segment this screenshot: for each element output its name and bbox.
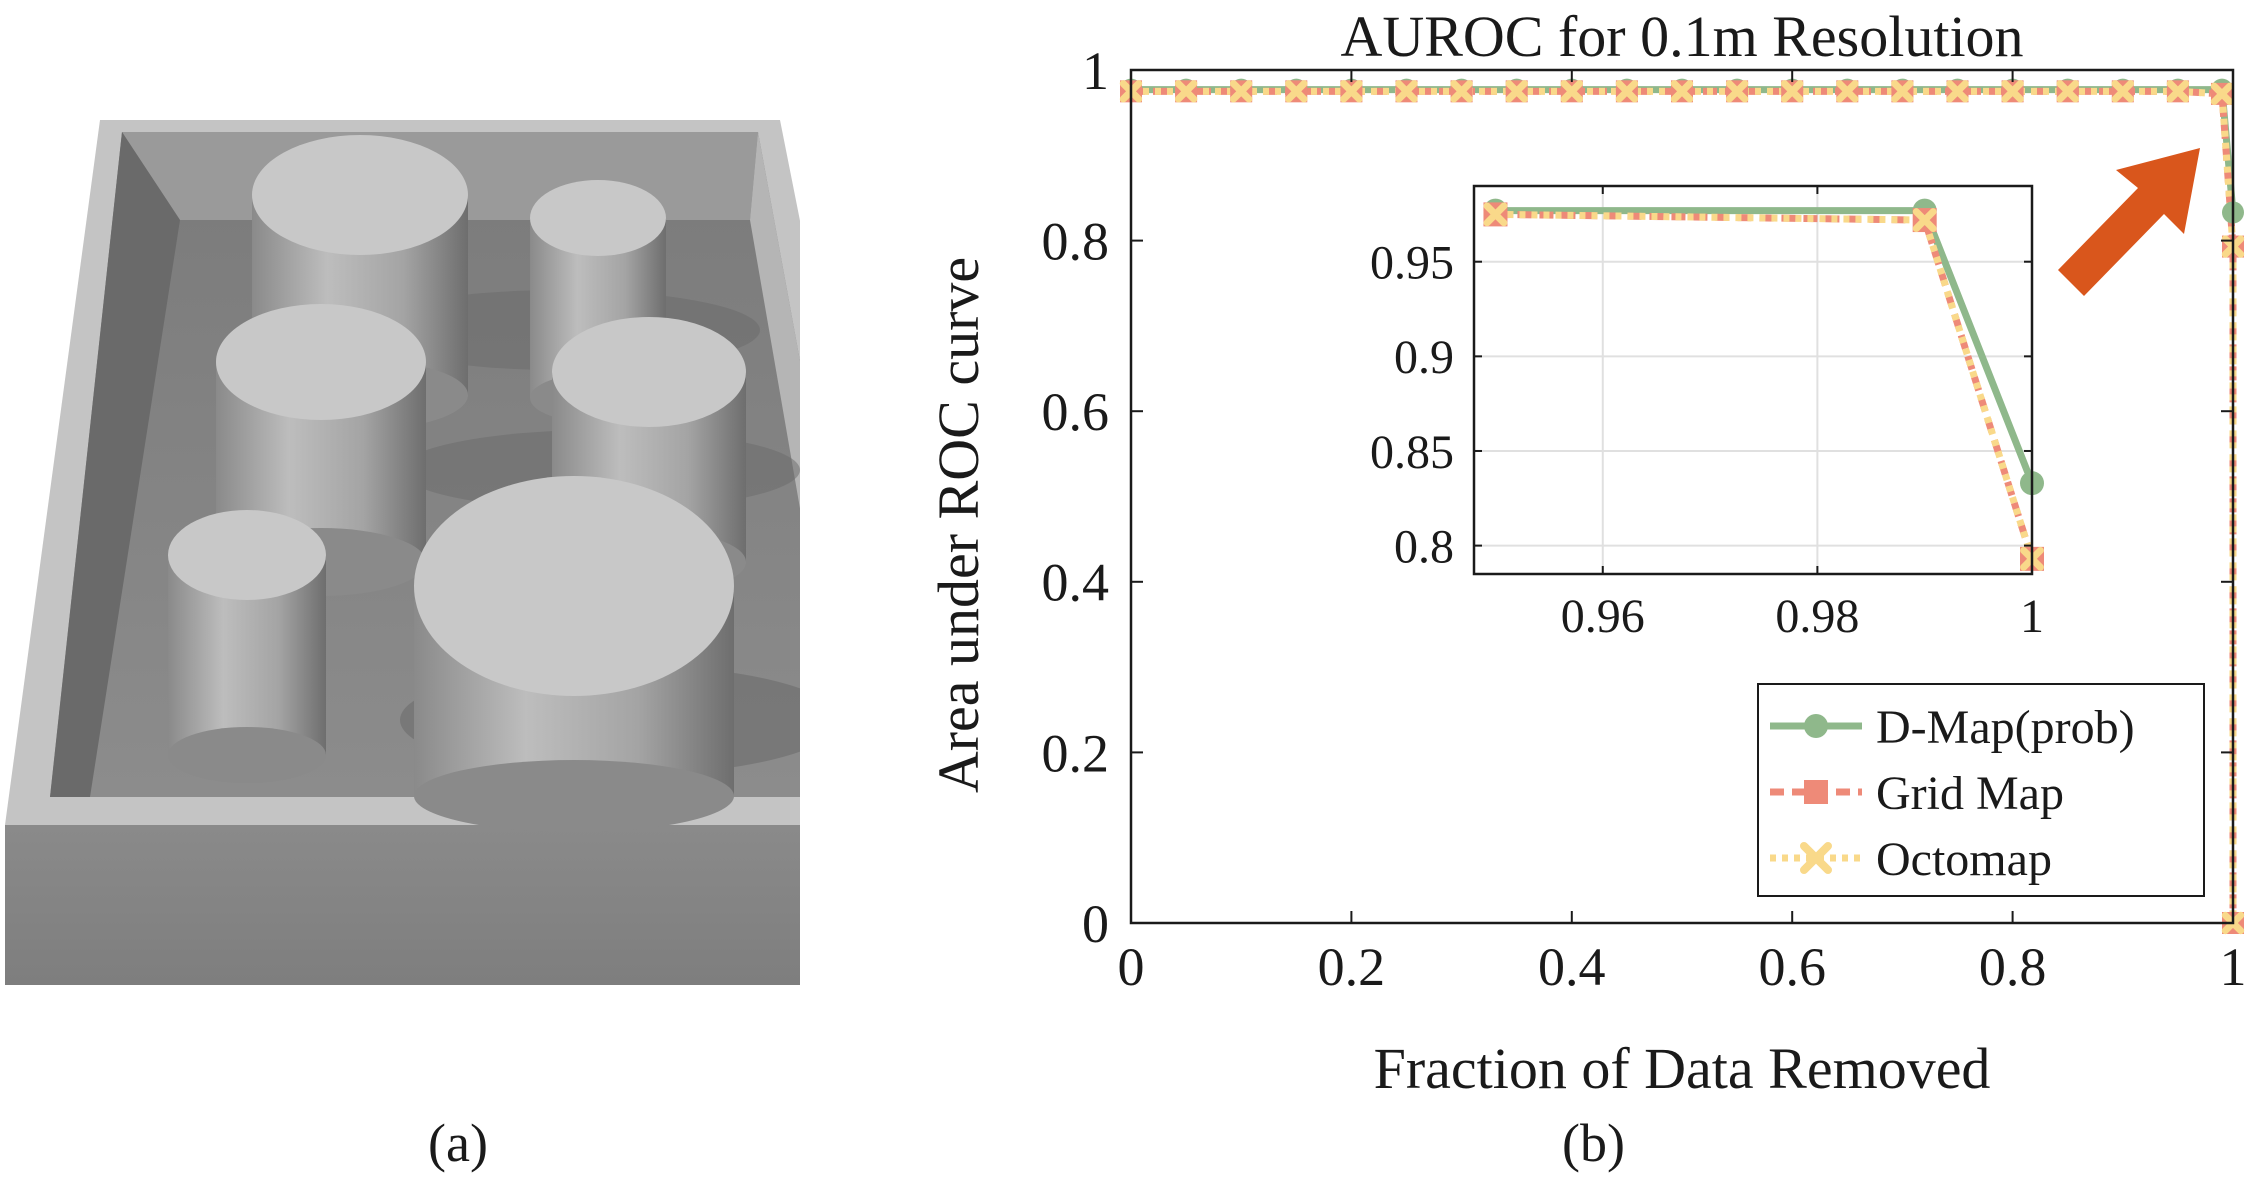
data-point bbox=[2111, 80, 2134, 103]
y-tick-label: 0.4 bbox=[1042, 553, 1110, 613]
data-point bbox=[1670, 80, 1694, 103]
y-tick-label: 0.85 bbox=[1370, 426, 1454, 479]
x-axis-label: Fraction of Data Removed bbox=[1374, 1036, 1991, 1101]
data-point bbox=[1725, 80, 1749, 103]
legend-label: Octomap bbox=[1876, 833, 2052, 886]
x-tick-label: 1 bbox=[2220, 937, 2247, 997]
cylinder bbox=[414, 476, 734, 832]
data-point bbox=[1505, 80, 1528, 103]
data-point bbox=[1560, 80, 1583, 103]
cylinder bbox=[168, 510, 326, 783]
panel-b-label: (b) bbox=[1562, 1113, 1625, 1173]
legend-label: D-Map(prob) bbox=[1876, 701, 2135, 754]
data-point bbox=[1483, 202, 1508, 227]
plot-background bbox=[1474, 186, 2032, 574]
y-tick-label: 0.6 bbox=[1042, 382, 1110, 442]
data-point bbox=[1450, 80, 1473, 103]
x-tick-label: 0 bbox=[1118, 937, 1145, 997]
legend-item-dmap: D-Map(prob) bbox=[1770, 701, 2135, 754]
data-point bbox=[1285, 80, 1308, 103]
data-point bbox=[2056, 80, 2079, 103]
x-tick-label: 0.2 bbox=[1318, 937, 1386, 997]
series-line bbox=[1131, 87, 2237, 923]
data-point bbox=[1230, 80, 1253, 103]
x-tick-label: 0.6 bbox=[1758, 937, 1826, 997]
y-tick-label: 0.8 bbox=[1394, 520, 1454, 573]
y-tick-label: 0 bbox=[1082, 894, 1109, 954]
data-point bbox=[1912, 208, 1937, 232]
chart-title: AUROC for 0.1m Resolution bbox=[1340, 4, 2023, 69]
panel-a-label: (a) bbox=[428, 1113, 488, 1173]
axes-frame bbox=[1129, 68, 2235, 925]
data-point bbox=[2166, 80, 2190, 103]
x-tick-label: 0.8 bbox=[1979, 937, 2047, 997]
legend: D-Map(prob) Grid Map Octomap bbox=[1757, 683, 2205, 897]
legend-label: Grid Map bbox=[1876, 767, 2064, 820]
data-point bbox=[1781, 80, 1804, 103]
data-point bbox=[1946, 80, 1969, 103]
y-tick-label: 1 bbox=[1082, 41, 1109, 101]
x-tick-label: 1 bbox=[2020, 590, 2044, 643]
inset-plot-area: 0.96 0.98 1 0.8 0.85 0.9 0.95 bbox=[1370, 184, 2044, 643]
legend-item-grid-map: Grid Map bbox=[1770, 767, 2064, 820]
data-point bbox=[1340, 80, 1363, 103]
y-tick-label: 0.9 bbox=[1394, 331, 1454, 384]
data-point bbox=[1836, 80, 1859, 103]
y-tick-label: 0.8 bbox=[1042, 212, 1110, 272]
data-point bbox=[1395, 80, 1418, 103]
square-marker-icon bbox=[1804, 780, 1828, 804]
box-left-wall bbox=[50, 132, 180, 797]
x-tick-label: 0.98 bbox=[1775, 590, 1859, 643]
axes-frame bbox=[1472, 184, 2034, 576]
box-front-face bbox=[5, 825, 800, 985]
scene-rendering bbox=[5, 120, 800, 985]
x-tick-label: 0.96 bbox=[1561, 590, 1645, 643]
legend-item-octomap: Octomap bbox=[1770, 833, 2052, 886]
y-tick-label: 0.95 bbox=[1370, 237, 1454, 290]
data-point bbox=[2001, 80, 2024, 103]
circle-marker-icon bbox=[1804, 714, 1828, 738]
data-point bbox=[2210, 82, 2234, 106]
box-right-wall bbox=[750, 132, 800, 509]
data-point bbox=[1891, 80, 1914, 103]
y-tick-label: 0.2 bbox=[1042, 723, 1110, 783]
data-point bbox=[1615, 80, 1639, 103]
annotation-arrow bbox=[2058, 148, 2200, 296]
y-axis-label: Area under ROC curve bbox=[926, 257, 991, 793]
data-point bbox=[1174, 80, 1198, 103]
x-tick-label: 0.4 bbox=[1538, 937, 1606, 997]
x-marker-icon bbox=[1800, 842, 1832, 874]
